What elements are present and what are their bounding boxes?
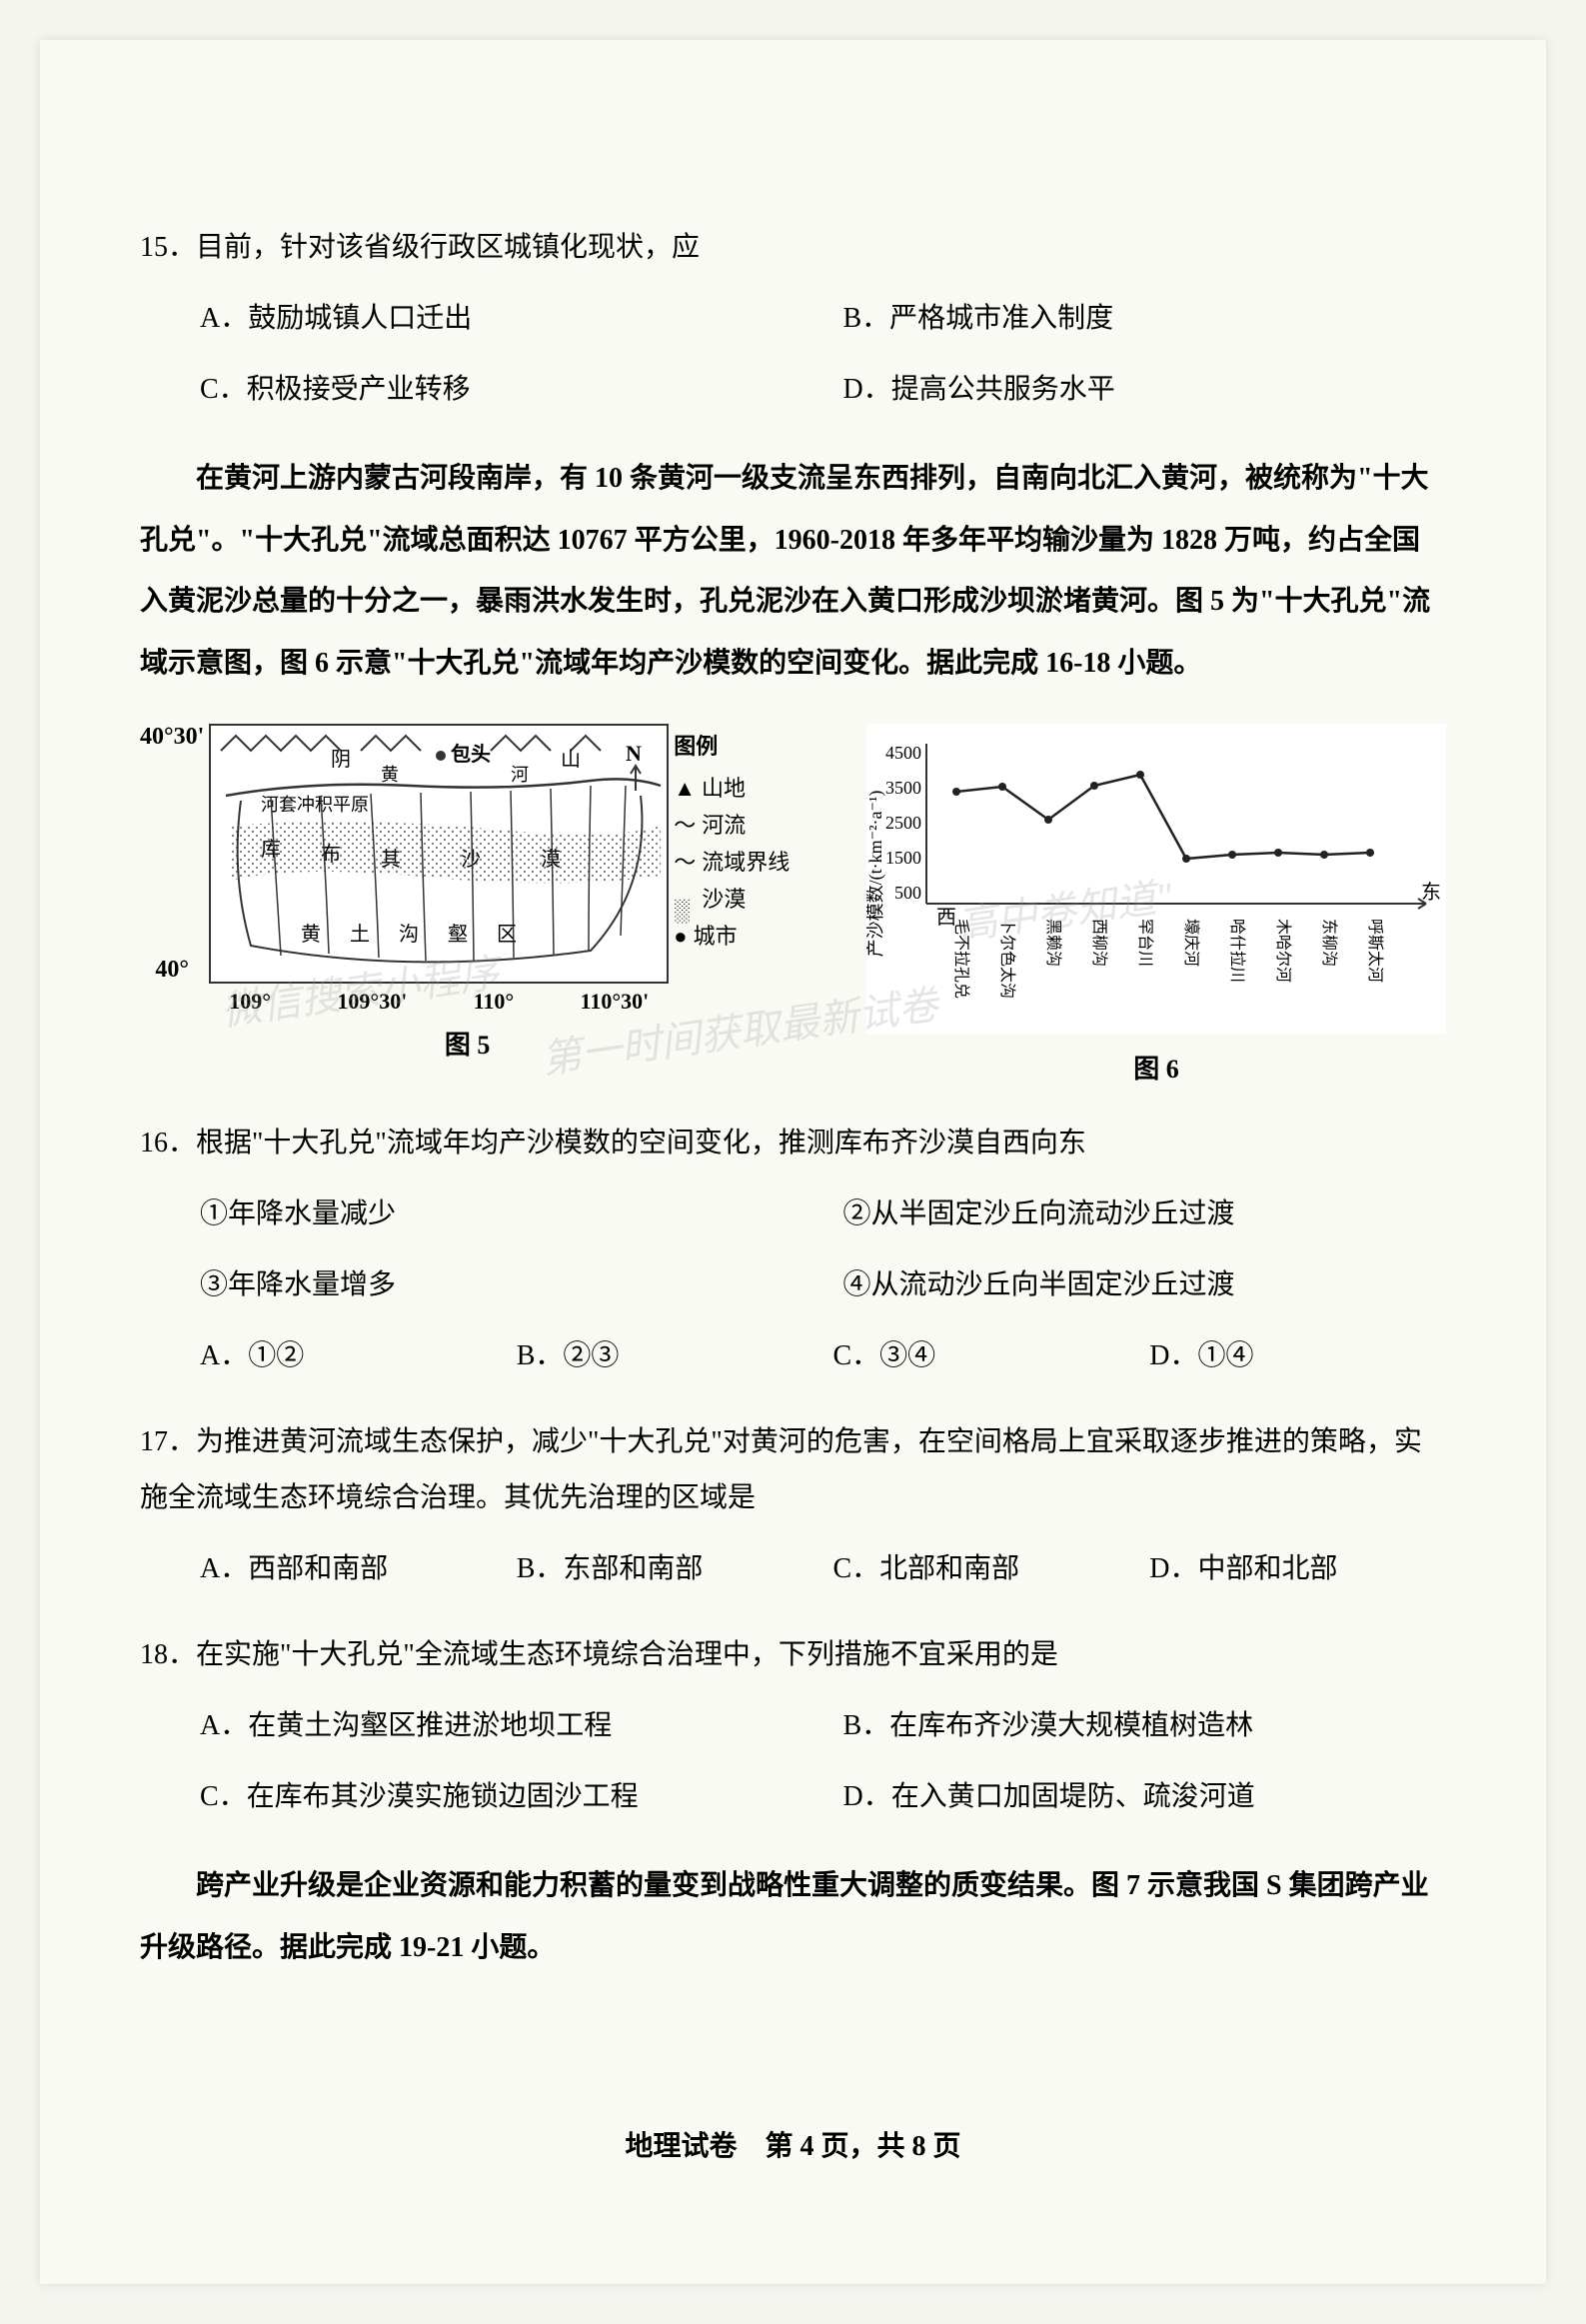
fig6-ytick-3: 3500 [885, 778, 921, 798]
q16-statements: ①年降水量减少 ②从半固定沙丘向流动沙丘过渡 ③年降水量增多 ④从流动沙丘向半固… [140, 1186, 1446, 1313]
desert-icon: ░ [674, 893, 696, 907]
legend-mountain: 山地 [702, 771, 746, 806]
q18-stem: 18．在实施"十大孔兑"全流域生态环境综合治理中，下列措施不宜采用的是 [140, 1627, 1446, 1683]
q16-s2: ②从半固定沙丘向流动沙丘过渡 [843, 1186, 1447, 1242]
fig5-kubuqi3: 其 [381, 848, 401, 871]
q15-option-a: A．鼓励城镇人口迁出 [200, 291, 803, 347]
fig6-ylabel: 产沙模数/(t·km⁻²·a⁻¹) [866, 791, 886, 958]
page-footer: 地理试卷 第 4 页，共 8 页 [40, 2124, 1546, 2164]
fig5-kubuqi1: 库 [261, 838, 281, 861]
fig5-north: N [626, 741, 642, 766]
q17-option-a: A．西部和南部 [200, 1541, 497, 1597]
passage-2: 跨产业升级是企业资源和能力积蓄的量变到战略性重大调整的质变结果。图 7 示意我国… [140, 1855, 1446, 1978]
question-15: 15．目前，针对该省级行政区城镇化现状，应 A．鼓励城镇人口迁出 B．严格城市准… [140, 220, 1446, 418]
q16-options: A．①② B．②③ C．③④ D．①④ [140, 1328, 1446, 1384]
fig6-x9: 呼斯太河 [1366, 919, 1384, 983]
legend-city: 城市 [694, 919, 738, 954]
figure-5-block: 40°30' 40° 阴 山 包头 N [140, 724, 794, 1062]
fig5-kubuqi5: 漠 [541, 848, 561, 871]
fig5-lat-top: 40°30' [140, 724, 204, 751]
fig6-x0: 毛不拉孔兑 [952, 919, 970, 999]
fig6-x7: 木哈尔河 [1274, 919, 1292, 983]
q18-option-c: C．在库布其沙漠实施锁边固沙工程 [200, 1769, 803, 1825]
q17-stem: 17．为推进黄河流域生态保护，减少"十大孔兑"对黄河的危害，在空间格局上宜采取逐… [140, 1414, 1446, 1526]
fig5-city-marker [436, 751, 446, 761]
fig6-x6: 哈什拉川 [1228, 919, 1246, 983]
q17-option-c: C．北部和南部 [833, 1541, 1130, 1597]
fig5-lon-2: 110° [474, 989, 515, 1015]
fig5-lat-bottom: 40° [140, 957, 204, 984]
q15-stem: 15．目前，针对该省级行政区城镇化现状，应 [140, 220, 1446, 276]
fig5-lon-3: 110°30' [581, 989, 650, 1015]
fig5-label-hetao: 河套冲积平原 [261, 795, 369, 815]
fig5-lon-0: 109° [229, 989, 271, 1015]
fig5-label-yin: 阴 [331, 748, 351, 771]
fig6-x2: 黑赖沟 [1044, 919, 1062, 967]
city-icon: ● [674, 919, 687, 954]
fig5-huangtu: 黄 土 沟 壑 区 [301, 923, 529, 946]
legend-river: 河流 [702, 808, 746, 843]
q16-option-a: A．①② [200, 1328, 497, 1384]
q18-option-a: A．在黄土沟壑区推进淤地坝工程 [200, 1698, 803, 1754]
figures-row: 40°30' 40° 阴 山 包头 N [140, 724, 1446, 1086]
fig5-label-shan: 山 [561, 748, 581, 771]
q18-option-b: B．在库布齐沙漠大规模植树造林 [843, 1698, 1447, 1754]
question-17: 17．为推进黄河流域生态保护，减少"十大孔兑"对黄河的危害，在空间格局上宜采取逐… [140, 1414, 1446, 1597]
boundary-icon: 〜 [674, 845, 696, 880]
figure-6-caption: 图 6 [866, 1049, 1446, 1086]
q17-option-b: B．东部和南部 [517, 1541, 813, 1597]
q18-option-d: D．在入黄口加固堤防、疏浚河道 [843, 1769, 1447, 1825]
q17-option-d: D．中部和北部 [1149, 1541, 1446, 1597]
legend-boundary: 流域界线 [702, 845, 790, 880]
fig6-x8: 东柳沟 [1320, 919, 1338, 967]
fig5-kubuqi4: 沙 [461, 849, 481, 871]
figure-5-caption: 图 5 [140, 1025, 794, 1062]
figure-6-block: 产沙模数/(t·km⁻²·a⁻¹) 500 1500 2500 3500 450… [866, 724, 1446, 1086]
fig5-label-he: 河 [511, 765, 529, 785]
fig6-x5: 壕庆河 [1182, 919, 1201, 967]
fig6-ytick-1: 1500 [885, 848, 921, 868]
q16-s4: ④从流动沙丘向半固定沙丘过渡 [843, 1257, 1447, 1313]
figure-6-chart: 产沙模数/(t·km⁻²·a⁻¹) 500 1500 2500 3500 450… [866, 724, 1446, 1034]
q16-option-d: D．①④ [1149, 1328, 1446, 1384]
fig6-x4: 罕台川 [1136, 919, 1154, 967]
legend-desert: 沙漠 [702, 882, 746, 917]
question-16: 16．根据"十大孔兑"流域年均产沙模数的空间变化，推测库布齐沙漠自西向东 ①年降… [140, 1116, 1446, 1384]
figure-5-legend: 图例 ▲山地 ～河流 〜流域界线 ░ 沙漠 ●城市 [669, 724, 794, 961]
fig6-x3: 西柳沟 [1090, 919, 1108, 967]
fig6-x1: 卜尔色太沟 [998, 919, 1016, 999]
fig6-ytick-4: 4500 [885, 743, 921, 763]
q17-options: A．西部和南部 B．东部和南部 C．北部和南部 D．中部和北部 [140, 1541, 1446, 1597]
q16-s3: ③年降水量增多 [200, 1257, 803, 1313]
figure-5-map: 阴 山 包头 N 黄 河 河套冲积平原 [209, 724, 669, 984]
fig6-xend: 东 [1421, 881, 1441, 904]
q16-option-b: B．②③ [517, 1328, 813, 1384]
passage-1: 在黄河上游内蒙古河段南岸，有 10 条黄河一级支流呈东西排列，自南向北汇入黄河，… [140, 448, 1446, 694]
q16-s1: ①年降水量减少 [200, 1186, 803, 1242]
fig5-lon-1: 109°30' [337, 989, 407, 1015]
question-18: 18．在实施"十大孔兑"全流域生态环境综合治理中，下列措施不宜采用的是 A．在黄… [140, 1627, 1446, 1825]
q15-option-b: B．严格城市准入制度 [843, 291, 1447, 347]
fig6-line [956, 775, 1370, 859]
q15-option-d: D．提高公共服务水平 [843, 362, 1447, 418]
q15-options: A．鼓励城镇人口迁出 B．严格城市准入制度 C．积极接受产业转移 D．提高公共服… [140, 291, 1446, 418]
fig5-label-huang: 黄 [381, 765, 399, 785]
q16-stem: 16．根据"十大孔兑"流域年均产沙模数的空间变化，推测库布齐沙漠自西向东 [140, 1116, 1446, 1171]
fig6-ytick-0: 500 [894, 883, 921, 903]
legend-title: 图例 [674, 729, 790, 764]
mountain-icon: ▲ [674, 771, 696, 806]
fig6-ytick-2: 2500 [885, 813, 921, 833]
q15-option-c: C．积极接受产业转移 [200, 362, 803, 418]
fig5-label-baotou: 包头 [451, 742, 491, 766]
q16-option-c: C．③④ [833, 1328, 1130, 1384]
exam-page: 15．目前，针对该省级行政区城镇化现状，应 A．鼓励城镇人口迁出 B．严格城市准… [40, 40, 1546, 2284]
river-icon: ～ [674, 808, 696, 843]
q18-options: A．在黄土沟壑区推进淤地坝工程 B．在库布齐沙漠大规模植树造林 C．在库布其沙漠… [140, 1698, 1446, 1825]
